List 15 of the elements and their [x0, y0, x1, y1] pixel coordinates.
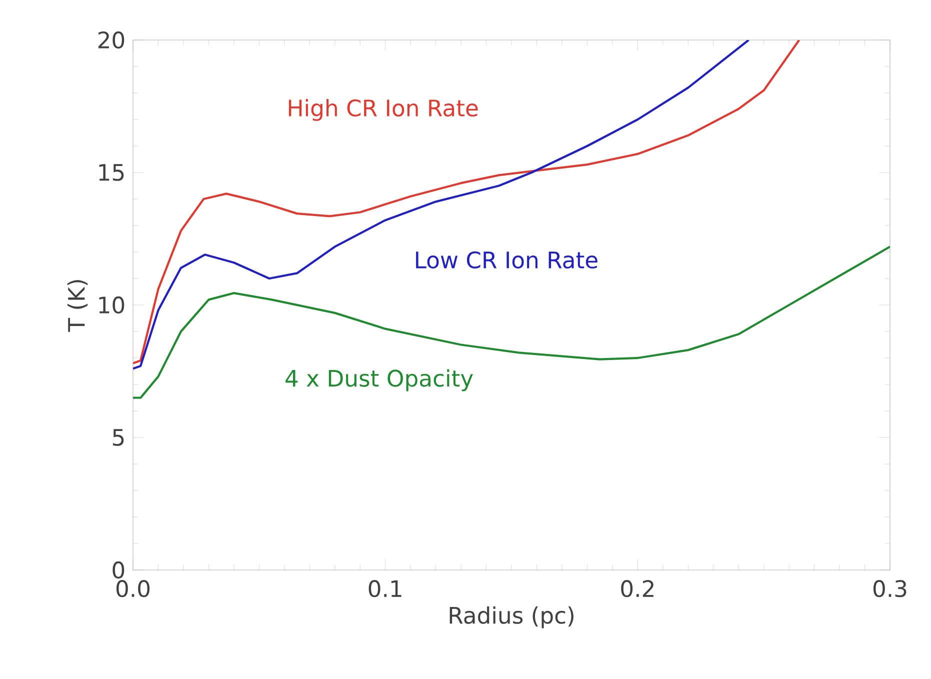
- x-tick-label: 0.1: [368, 580, 402, 598]
- text: High CR Ion Rate: [288, 98, 478, 121]
- series-label: Low CR Ion Rate: [416, 251, 598, 269]
- y-axis-title: T (K): [67, 280, 88, 332]
- line-series: [133, 246, 890, 399]
- x-tick-label: 0.2: [621, 580, 654, 598]
- y-tick-label: 10: [99, 296, 124, 314]
- y-tick-label: 0: [112, 561, 124, 579]
- y-tick-label: 15: [99, 164, 124, 181]
- y-tick-label: 5: [112, 429, 124, 446]
- series-label: 4 x Dust Opacity: [286, 369, 473, 392]
- x-axis-title: Radius (pc): [450, 606, 574, 628]
- x-tick-label: 0.3: [873, 580, 906, 598]
- x-tick-label: 0.0: [116, 580, 150, 598]
- y-tick-label: 20: [98, 31, 124, 49]
